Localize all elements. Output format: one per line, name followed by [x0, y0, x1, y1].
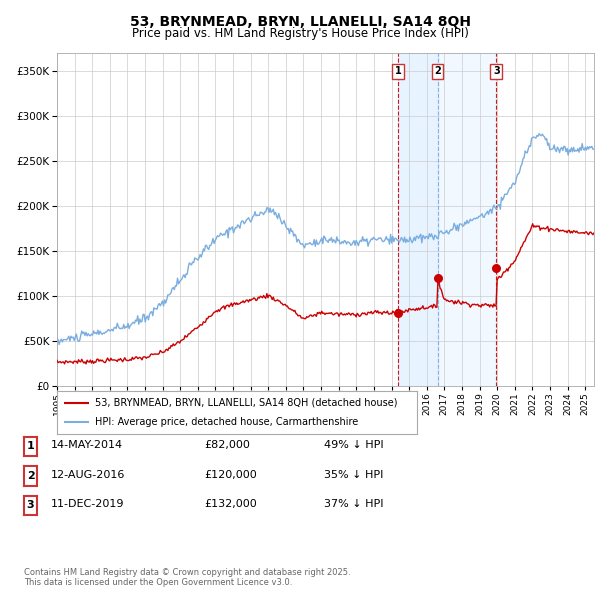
Text: 14-MAY-2014: 14-MAY-2014 [51, 441, 123, 450]
Point [393, 308, 403, 317]
Bar [437, 53, 496, 386]
Text: HPI: Average price, detached house, Carmarthenshire: HPI: Average price, detached house, Carm… [95, 417, 358, 427]
Text: 11-DEC-2019: 11-DEC-2019 [51, 500, 125, 509]
Text: 3: 3 [493, 67, 500, 77]
Text: 53, BRYNMEAD, BRYN, LLANELLI, SA14 8QH: 53, BRYNMEAD, BRYN, LLANELLI, SA14 8QH [130, 15, 470, 29]
Text: 1: 1 [27, 441, 34, 451]
Text: 2: 2 [434, 67, 441, 77]
Point [491, 263, 501, 272]
Text: 37% ↓ HPI: 37% ↓ HPI [324, 500, 383, 509]
Text: £132,000: £132,000 [204, 500, 257, 509]
Text: £120,000: £120,000 [204, 470, 257, 480]
Text: Contains HM Land Registry data © Crown copyright and database right 2025.
This d: Contains HM Land Registry data © Crown c… [24, 568, 350, 587]
Text: 2: 2 [27, 471, 34, 481]
Text: 53, BRYNMEAD, BRYN, LLANELLI, SA14 8QH (detached house): 53, BRYNMEAD, BRYN, LLANELLI, SA14 8QH (… [95, 398, 397, 408]
Text: 3: 3 [27, 500, 34, 510]
Bar [398, 53, 437, 386]
Text: 1: 1 [395, 67, 401, 77]
Text: £82,000: £82,000 [204, 441, 250, 450]
Text: 49% ↓ HPI: 49% ↓ HPI [324, 441, 383, 450]
Text: Price paid vs. HM Land Registry's House Price Index (HPI): Price paid vs. HM Land Registry's House … [131, 27, 469, 40]
Text: 12-AUG-2016: 12-AUG-2016 [51, 470, 125, 480]
Point [433, 274, 442, 283]
Text: 35% ↓ HPI: 35% ↓ HPI [324, 470, 383, 480]
